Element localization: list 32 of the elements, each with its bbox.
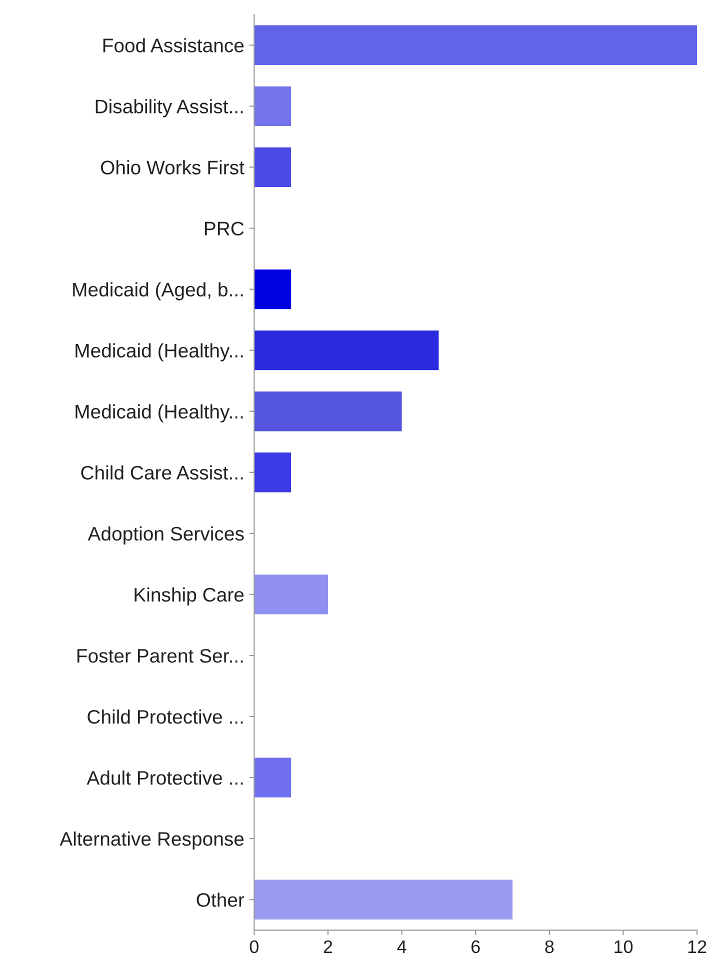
bar <box>254 880 513 920</box>
y-tick-label: Other <box>196 892 244 907</box>
y-tick-label: Alternative Response <box>60 832 244 850</box>
y-tick-label: Adult Protective ... <box>86 770 243 785</box>
y-tick-label: Disability Assist... <box>96 99 243 118</box>
y-tick-label: Food Assistance <box>103 38 244 52</box>
x-tick-label: 10 <box>614 940 633 954</box>
y-tick-label: PRC <box>205 222 244 236</box>
bar <box>254 25 698 65</box>
y-tick-label: Medicaid (Healthy... <box>76 404 243 422</box>
y-tick-label: Foster Parent Ser... <box>77 648 243 663</box>
bar <box>254 758 292 798</box>
x-tick-label: 8 <box>545 940 554 954</box>
y-tick-label: Ohio Works First <box>100 160 244 174</box>
bar <box>254 269 292 310</box>
x-tick-label: 2 <box>324 940 332 953</box>
bar <box>254 452 292 492</box>
bar <box>254 86 292 126</box>
y-tick-label: Adoption Services <box>88 526 244 545</box>
x-tick-label: 0 <box>250 940 258 954</box>
y-tick-label: Medicaid (Aged, b... <box>73 282 243 300</box>
y-tick-label: Child Protective ... <box>88 709 243 724</box>
bar <box>254 147 292 188</box>
y-tick-label: Kinship Care <box>134 587 244 606</box>
y-tick-label: Child Care Assist... <box>81 465 243 480</box>
x-tick-label: 12 <box>688 940 706 953</box>
bar <box>254 330 439 370</box>
bar <box>254 392 402 432</box>
x-tick-label: 4 <box>397 940 406 953</box>
bar <box>254 574 328 614</box>
y-tick-label: Medicaid (Healthy... <box>76 343 243 362</box>
x-tick-label: 6 <box>472 940 480 954</box>
